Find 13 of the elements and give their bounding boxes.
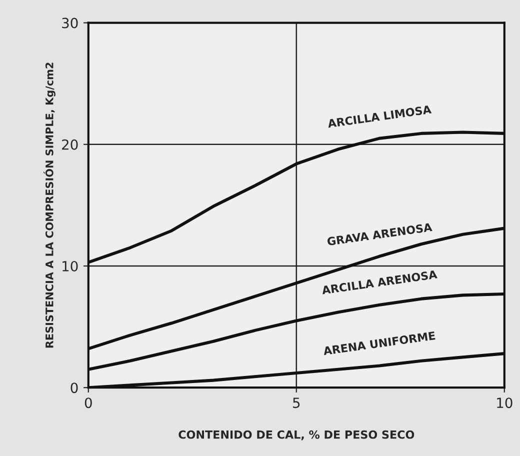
y-tick-label: 30: [62, 18, 78, 28]
y-tick-label: 10: [62, 260, 78, 272]
y-tick-label: 0: [70, 382, 78, 394]
y-axis-title: RESISTENCIA A LA COMPRESIÓN SIMPLE, Kg/cm2: [44, 62, 56, 348]
x-tick-label: 0: [84, 398, 92, 408]
text: ARCILLA ARENOSA: [321, 270, 438, 294]
x-tick-label: 10: [497, 398, 512, 408]
text: ARENA UNIFORME: [322, 331, 436, 356]
text: ARCILLA LIMOSA: [327, 105, 432, 128]
y-tick-label: 20: [62, 139, 78, 150]
x-axis-title: CONTENIDO DE CAL, % DE PESO SECO: [178, 430, 414, 440]
text: GRAVA ARENOSA: [326, 222, 432, 246]
x-tick-label: 5: [293, 398, 300, 408]
